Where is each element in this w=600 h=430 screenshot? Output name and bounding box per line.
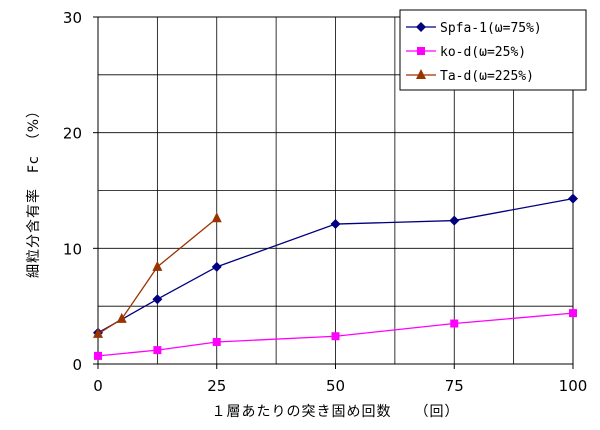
data-point-series-1 (330, 219, 341, 230)
data-point-series-1 (449, 215, 460, 226)
series-group (93, 193, 578, 360)
series-line-1 (97, 197, 574, 334)
data-point-series-3 (116, 312, 127, 323)
data-point-series-2 (569, 309, 577, 318)
data-point-series-1 (152, 294, 163, 305)
data-point-series-2 (153, 346, 162, 355)
legend-label-1: Spfa-1(ω=75%) (440, 21, 542, 36)
x-axis-label: １層あたりの突き固め回数 （回） (212, 404, 460, 420)
y-tick-label: 20 (63, 125, 82, 143)
x-axis-ticks: 0 25 50 75 100 (93, 364, 587, 395)
legend-marker-3 (416, 69, 426, 79)
x-tick-label: 25 (207, 377, 226, 395)
x-tick-label: 0 (93, 377, 103, 395)
y-axis-ticks: 0 10 20 30 (63, 9, 98, 374)
legend-label-3: Ta-d(ω=225%) (440, 69, 534, 84)
data-point-series-3 (93, 327, 103, 338)
legend-label-2: ko-d(ω=25%) (440, 45, 526, 60)
series-line-3 (97, 217, 218, 335)
legend-marker-1 (416, 22, 426, 32)
x-tick-label: 50 (326, 377, 345, 395)
legend-marker-2 (417, 47, 425, 55)
data-point-series-3 (211, 212, 222, 223)
y-axis-label: 細粒分含有率 Fc （%） (25, 103, 42, 278)
y-tick-label: 30 (63, 9, 82, 27)
y-tick-label: 0 (72, 356, 82, 374)
data-point-series-2 (331, 332, 340, 341)
data-point-series-2 (94, 351, 102, 360)
legend: Spfa-1(ω=75%) ko-d(ω=25%) Ta-d(ω=225%) (399, 9, 587, 91)
data-point-series-1 (211, 261, 222, 272)
data-point-series-3 (152, 260, 163, 271)
legend-box (399, 9, 587, 91)
x-tick-label: 100 (559, 377, 588, 395)
series-line-2 (97, 312, 574, 357)
y-tick-label: 10 (63, 240, 82, 258)
x-tick-label: 75 (445, 377, 464, 395)
data-point-series-1 (568, 193, 578, 204)
data-point-series-2 (450, 319, 459, 328)
data-point-series-2 (212, 338, 221, 347)
